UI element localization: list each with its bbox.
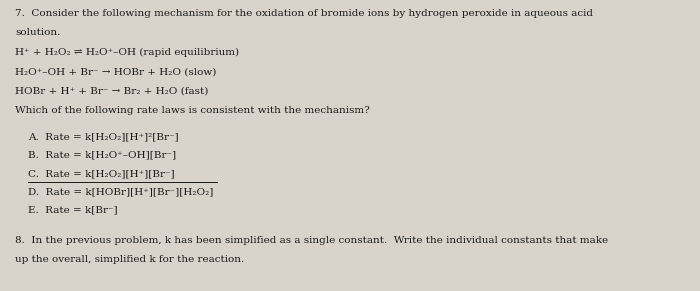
Text: Which of the following rate laws is consistent with the mechanism?: Which of the following rate laws is cons… xyxy=(15,106,370,115)
Text: E.  Rate = k[Br⁻]: E. Rate = k[Br⁻] xyxy=(28,206,118,215)
Text: D.  Rate = k[HOBr][H⁺][Br⁻][H₂O₂]: D. Rate = k[HOBr][H⁺][Br⁻][H₂O₂] xyxy=(28,187,214,196)
Text: C.  Rate = k[H₂O₂][H⁺][Br⁻]: C. Rate = k[H₂O₂][H⁺][Br⁻] xyxy=(28,169,174,178)
Text: HOBr + H⁺ + Br⁻ → Br₂ + H₂O (fast): HOBr + H⁺ + Br⁻ → Br₂ + H₂O (fast) xyxy=(15,87,209,96)
Text: solution.: solution. xyxy=(15,28,61,37)
Text: H₂O⁺–OH + Br⁻ → HOBr + H₂O (slow): H₂O⁺–OH + Br⁻ → HOBr + H₂O (slow) xyxy=(15,67,217,76)
Text: up the overall, simplified k for the reaction.: up the overall, simplified k for the rea… xyxy=(15,255,245,264)
Text: A.  Rate = k[H₂O₂][H⁺]²[Br⁻]: A. Rate = k[H₂O₂][H⁺]²[Br⁻] xyxy=(28,132,178,141)
Text: B.  Rate = k[H₂O⁺–OH][Br⁻]: B. Rate = k[H₂O⁺–OH][Br⁻] xyxy=(28,151,176,160)
Text: 7.  Consider the following mechanism for the oxidation of bromide ions by hydrog: 7. Consider the following mechanism for … xyxy=(15,9,594,18)
Text: 8.  In the previous problem, k has been simplified as a single constant.  Write : 8. In the previous problem, k has been s… xyxy=(15,236,608,245)
Text: H⁺ + H₂O₂ ⇌ H₂O⁺–OH (rapid equilibrium): H⁺ + H₂O₂ ⇌ H₂O⁺–OH (rapid equilibrium) xyxy=(15,48,239,57)
